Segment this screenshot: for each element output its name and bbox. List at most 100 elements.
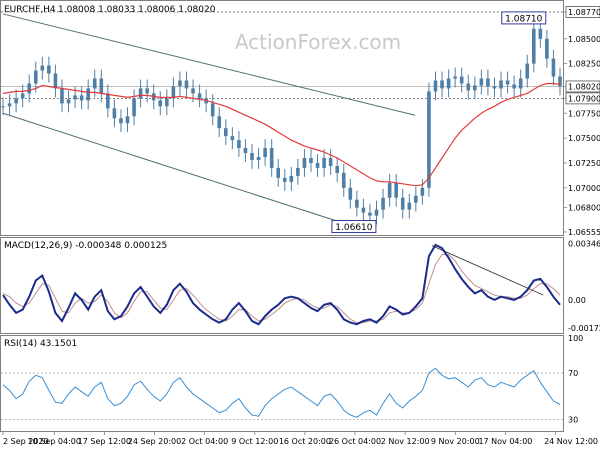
candle-body: [60, 88, 64, 104]
candle-body: [512, 84, 516, 89]
candle-body: [73, 95, 77, 100]
candle-body: [79, 95, 84, 101]
candle-body: [551, 58, 556, 77]
macd-panel: [0, 237, 564, 334]
candle-body: [243, 148, 248, 154]
time-tick-label: 17 Sep 12:00: [78, 437, 131, 446]
candle-body: [355, 199, 359, 208]
candle-body: [20, 93, 25, 99]
time-tick-label: 17 Nov 04:00: [478, 437, 532, 446]
candle-body: [486, 78, 490, 87]
candle-body: [374, 209, 379, 216]
rsi-tick-label: 30: [568, 416, 578, 425]
candle-body: [145, 88, 149, 94]
time-tick-label: 10 Sep 04:00: [28, 437, 81, 446]
candle-body: [256, 156, 261, 160]
macd-tick-label: -0.001729: [568, 324, 600, 333]
candle-body: [250, 153, 254, 160]
macd-title: MACD(12,26,9) -0.000348 0.000125: [4, 241, 167, 251]
candle-body: [545, 38, 549, 59]
price-tick-label: 1.06800: [568, 204, 600, 213]
candle-body: [92, 78, 97, 89]
candle-body: [106, 93, 110, 109]
candle-body: [368, 212, 372, 216]
price-tick-label: 1.07500: [568, 134, 600, 143]
candle-body: [466, 83, 471, 91]
price-annotation: 1.08710: [501, 11, 547, 25]
rsi-line: [2, 367, 561, 418]
rsi-panel: [0, 335, 564, 432]
watermark: ActionForex.com: [235, 30, 401, 54]
annotation-label: 1.08710: [505, 14, 542, 24]
candle-body: [309, 157, 313, 163]
candle-body: [184, 80, 189, 89]
annotation-box: [501, 11, 547, 25]
time-tick-label: 9 Nov 20:00: [431, 437, 480, 446]
time-tick-label: 9 Oct 12:00: [231, 437, 278, 446]
candle-body: [440, 80, 444, 89]
candle-body: [191, 88, 195, 94]
candle-body: [263, 148, 267, 157]
price-tick-label: 1.07750: [568, 109, 600, 118]
macd-trendline: [431, 245, 544, 296]
candle-body: [525, 63, 530, 79]
candle-body: [7, 103, 12, 107]
candle-body: [473, 85, 477, 91]
rsi-tick-label: 70: [568, 369, 578, 378]
candle-body: [47, 65, 51, 74]
candle-body: [505, 80, 510, 85]
channel-line-1: [2, 112, 355, 228]
time-tick-label: 2 Oct 04:00: [181, 437, 228, 446]
candle-body: [14, 98, 18, 104]
time-tick-label: 24 Nov 12:00: [544, 437, 598, 446]
candle-body: [499, 80, 503, 89]
candle-body: [479, 78, 484, 86]
candle-body: [282, 177, 287, 182]
macd-signal-line: [2, 254, 561, 324]
candle-body: [165, 98, 169, 107]
candle-body: [341, 172, 346, 188]
candle-body: [302, 157, 307, 168]
candle-body: [322, 157, 326, 168]
candle-body: [125, 116, 130, 124]
price-tick-label: 1.07250: [568, 159, 600, 168]
candle-body: [400, 197, 405, 210]
candle-body: [237, 140, 241, 149]
channel-line-0: [2, 13, 416, 116]
rsi-tick-label: 100: [568, 334, 583, 343]
symbol-title: EURCHF,H4: [4, 5, 56, 15]
annotation-box: [331, 220, 377, 234]
candle-body: [335, 165, 340, 173]
macd-line: [2, 243, 561, 326]
candle-body: [138, 88, 143, 99]
macd-tick-label: 0.003469: [568, 240, 600, 249]
candle-body: [492, 86, 497, 89]
candle-body: [558, 76, 562, 87]
candle-body: [407, 202, 412, 210]
candle-body: [381, 197, 385, 210]
candle-body: [86, 88, 90, 101]
candle-body: [27, 83, 32, 94]
candle-body: [453, 76, 457, 79]
price-label-box: [565, 80, 600, 93]
candle-body: [197, 93, 202, 99]
time-tick-label: 24 Sep 20:00: [128, 437, 181, 446]
price-tick-label: 1.07900: [568, 94, 600, 103]
candle-body: [420, 187, 425, 196]
candle-body: [119, 118, 123, 124]
candle-body: [296, 167, 300, 176]
price-layer: 1.08710 1.06610: [1, 11, 563, 234]
candle-body: [112, 108, 117, 119]
candle-body: [348, 187, 353, 200]
candle-body: [414, 195, 418, 203]
candle-body: [289, 175, 294, 182]
annotation-label: 1.06610: [335, 223, 372, 233]
candle-body: [446, 78, 451, 89]
candle-body: [66, 99, 71, 104]
candle-body: [315, 162, 320, 168]
rsi-title: RSI(14) 43.1501: [4, 339, 77, 349]
candle-body: [394, 182, 398, 198]
ohlc-readout: 1.08008 1.08033 1.08006 1.08020: [58, 5, 216, 15]
